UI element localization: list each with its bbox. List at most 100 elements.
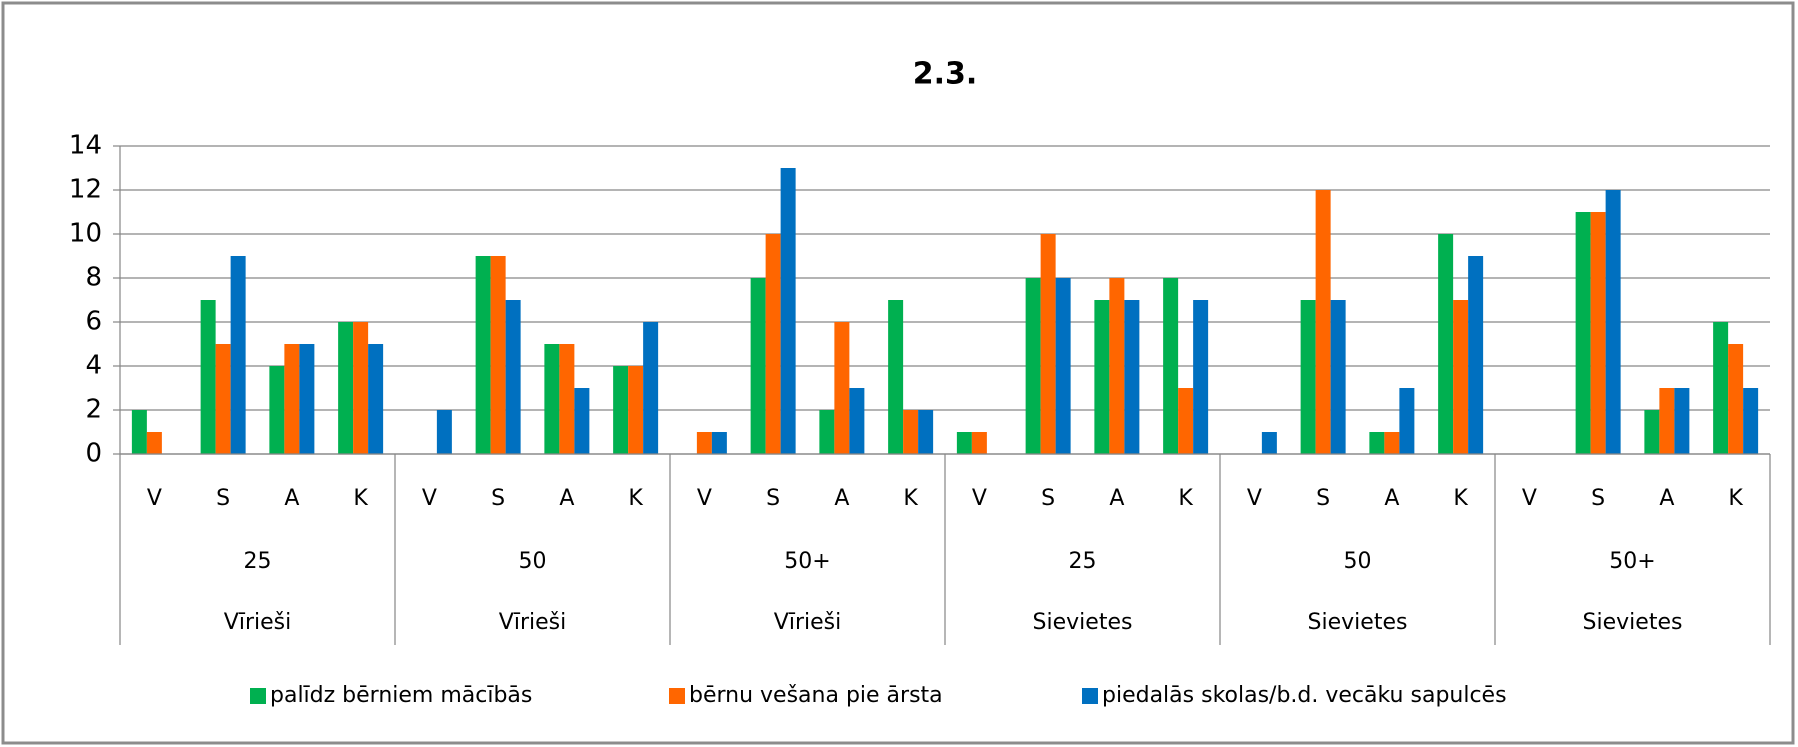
bar	[819, 410, 835, 454]
x-tick-label: K	[903, 486, 918, 511]
bar	[1124, 300, 1140, 454]
x-tick-label: K	[353, 486, 368, 511]
group-label: 50	[1344, 549, 1372, 574]
bar	[711, 432, 727, 454]
group-label: 50	[519, 549, 547, 574]
x-tick-label: V	[147, 486, 162, 511]
bar	[765, 234, 781, 454]
bar	[1605, 190, 1621, 454]
bar	[849, 388, 865, 454]
x-tick-label: K	[628, 486, 643, 511]
bar	[368, 344, 384, 454]
x-tick-label: A	[1109, 486, 1124, 511]
bar	[1713, 322, 1729, 454]
bar	[269, 366, 285, 454]
x-tick-label: A	[284, 486, 299, 511]
bar	[215, 344, 231, 454]
bar	[1659, 388, 1675, 454]
bar	[1575, 212, 1591, 454]
group-label: 50+	[784, 549, 830, 574]
bar	[559, 344, 575, 454]
bar	[1193, 300, 1209, 454]
bar	[1178, 388, 1194, 454]
bar	[1384, 432, 1400, 454]
bar	[834, 322, 850, 454]
bar	[490, 256, 506, 454]
y-tick-label: 10	[69, 219, 102, 249]
bar	[1644, 410, 1660, 454]
chart-title: 2.3.	[913, 57, 978, 92]
bar	[1261, 432, 1277, 454]
supergroup-label: Sievietes	[1308, 610, 1408, 635]
supergroup-label: Sievietes	[1583, 610, 1683, 635]
y-tick-label: 8	[85, 263, 102, 293]
x-tick-label: S	[1591, 486, 1605, 511]
bar	[1300, 300, 1316, 454]
bar	[353, 322, 369, 454]
bar	[505, 300, 521, 454]
bar	[780, 168, 796, 454]
bar	[146, 432, 162, 454]
group-label: 50+	[1609, 549, 1655, 574]
bar	[696, 432, 712, 454]
bar	[436, 410, 452, 454]
x-tick-label: S	[766, 486, 780, 511]
bar	[131, 410, 147, 454]
bar	[1330, 300, 1346, 454]
bar	[971, 432, 987, 454]
y-tick-label: 6	[85, 307, 102, 337]
bar	[1040, 234, 1056, 454]
bar	[1369, 432, 1385, 454]
legend-label: palīdz bērniem mācībās	[270, 683, 532, 708]
bar	[628, 366, 644, 454]
bar	[299, 344, 315, 454]
x-tick-label: K	[1728, 486, 1743, 511]
y-tick-label: 14	[69, 131, 102, 161]
bar	[918, 410, 934, 454]
bar	[544, 344, 560, 454]
bar	[903, 410, 919, 454]
bar	[1055, 278, 1071, 454]
x-tick-label: V	[1522, 486, 1537, 511]
x-tick-label: A	[559, 486, 574, 511]
bar	[1438, 234, 1454, 454]
bar	[284, 344, 300, 454]
supergroup-label: Vīrieši	[499, 610, 566, 635]
x-tick-label: A	[1384, 486, 1399, 511]
x-tick-label: K	[1178, 486, 1193, 511]
x-tick-label: V	[972, 486, 987, 511]
bar	[1025, 278, 1041, 454]
y-tick-label: 0	[85, 439, 102, 469]
bar	[643, 322, 659, 454]
y-tick-label: 4	[85, 351, 102, 381]
x-tick-label: S	[1316, 486, 1330, 511]
bar	[1590, 212, 1606, 454]
x-tick-label: S	[1041, 486, 1055, 511]
x-tick-label: A	[1659, 486, 1674, 511]
supergroup-label: Vīrieši	[774, 610, 841, 635]
x-tick-label: V	[422, 486, 437, 511]
bar	[200, 300, 216, 454]
bar	[888, 300, 904, 454]
x-tick-label: V	[1247, 486, 1262, 511]
bar	[1109, 278, 1125, 454]
legend-marker	[669, 688, 685, 704]
bar	[1453, 300, 1469, 454]
legend-label: piedalās skolas/b.d. vecāku sapulcēs	[1102, 683, 1507, 708]
bar	[338, 322, 354, 454]
group-label: 25	[244, 549, 272, 574]
x-tick-label: S	[491, 486, 505, 511]
y-tick-label: 2	[85, 395, 102, 425]
x-tick-label: S	[216, 486, 230, 511]
bar	[1674, 388, 1690, 454]
x-tick-label: A	[834, 486, 849, 511]
bar	[1399, 388, 1415, 454]
bar	[574, 388, 590, 454]
bar	[1743, 388, 1759, 454]
bar	[613, 366, 629, 454]
bar	[750, 278, 766, 454]
bar	[956, 432, 972, 454]
supergroup-label: Sievietes	[1033, 610, 1133, 635]
supergroup-label: Vīrieši	[224, 610, 291, 635]
